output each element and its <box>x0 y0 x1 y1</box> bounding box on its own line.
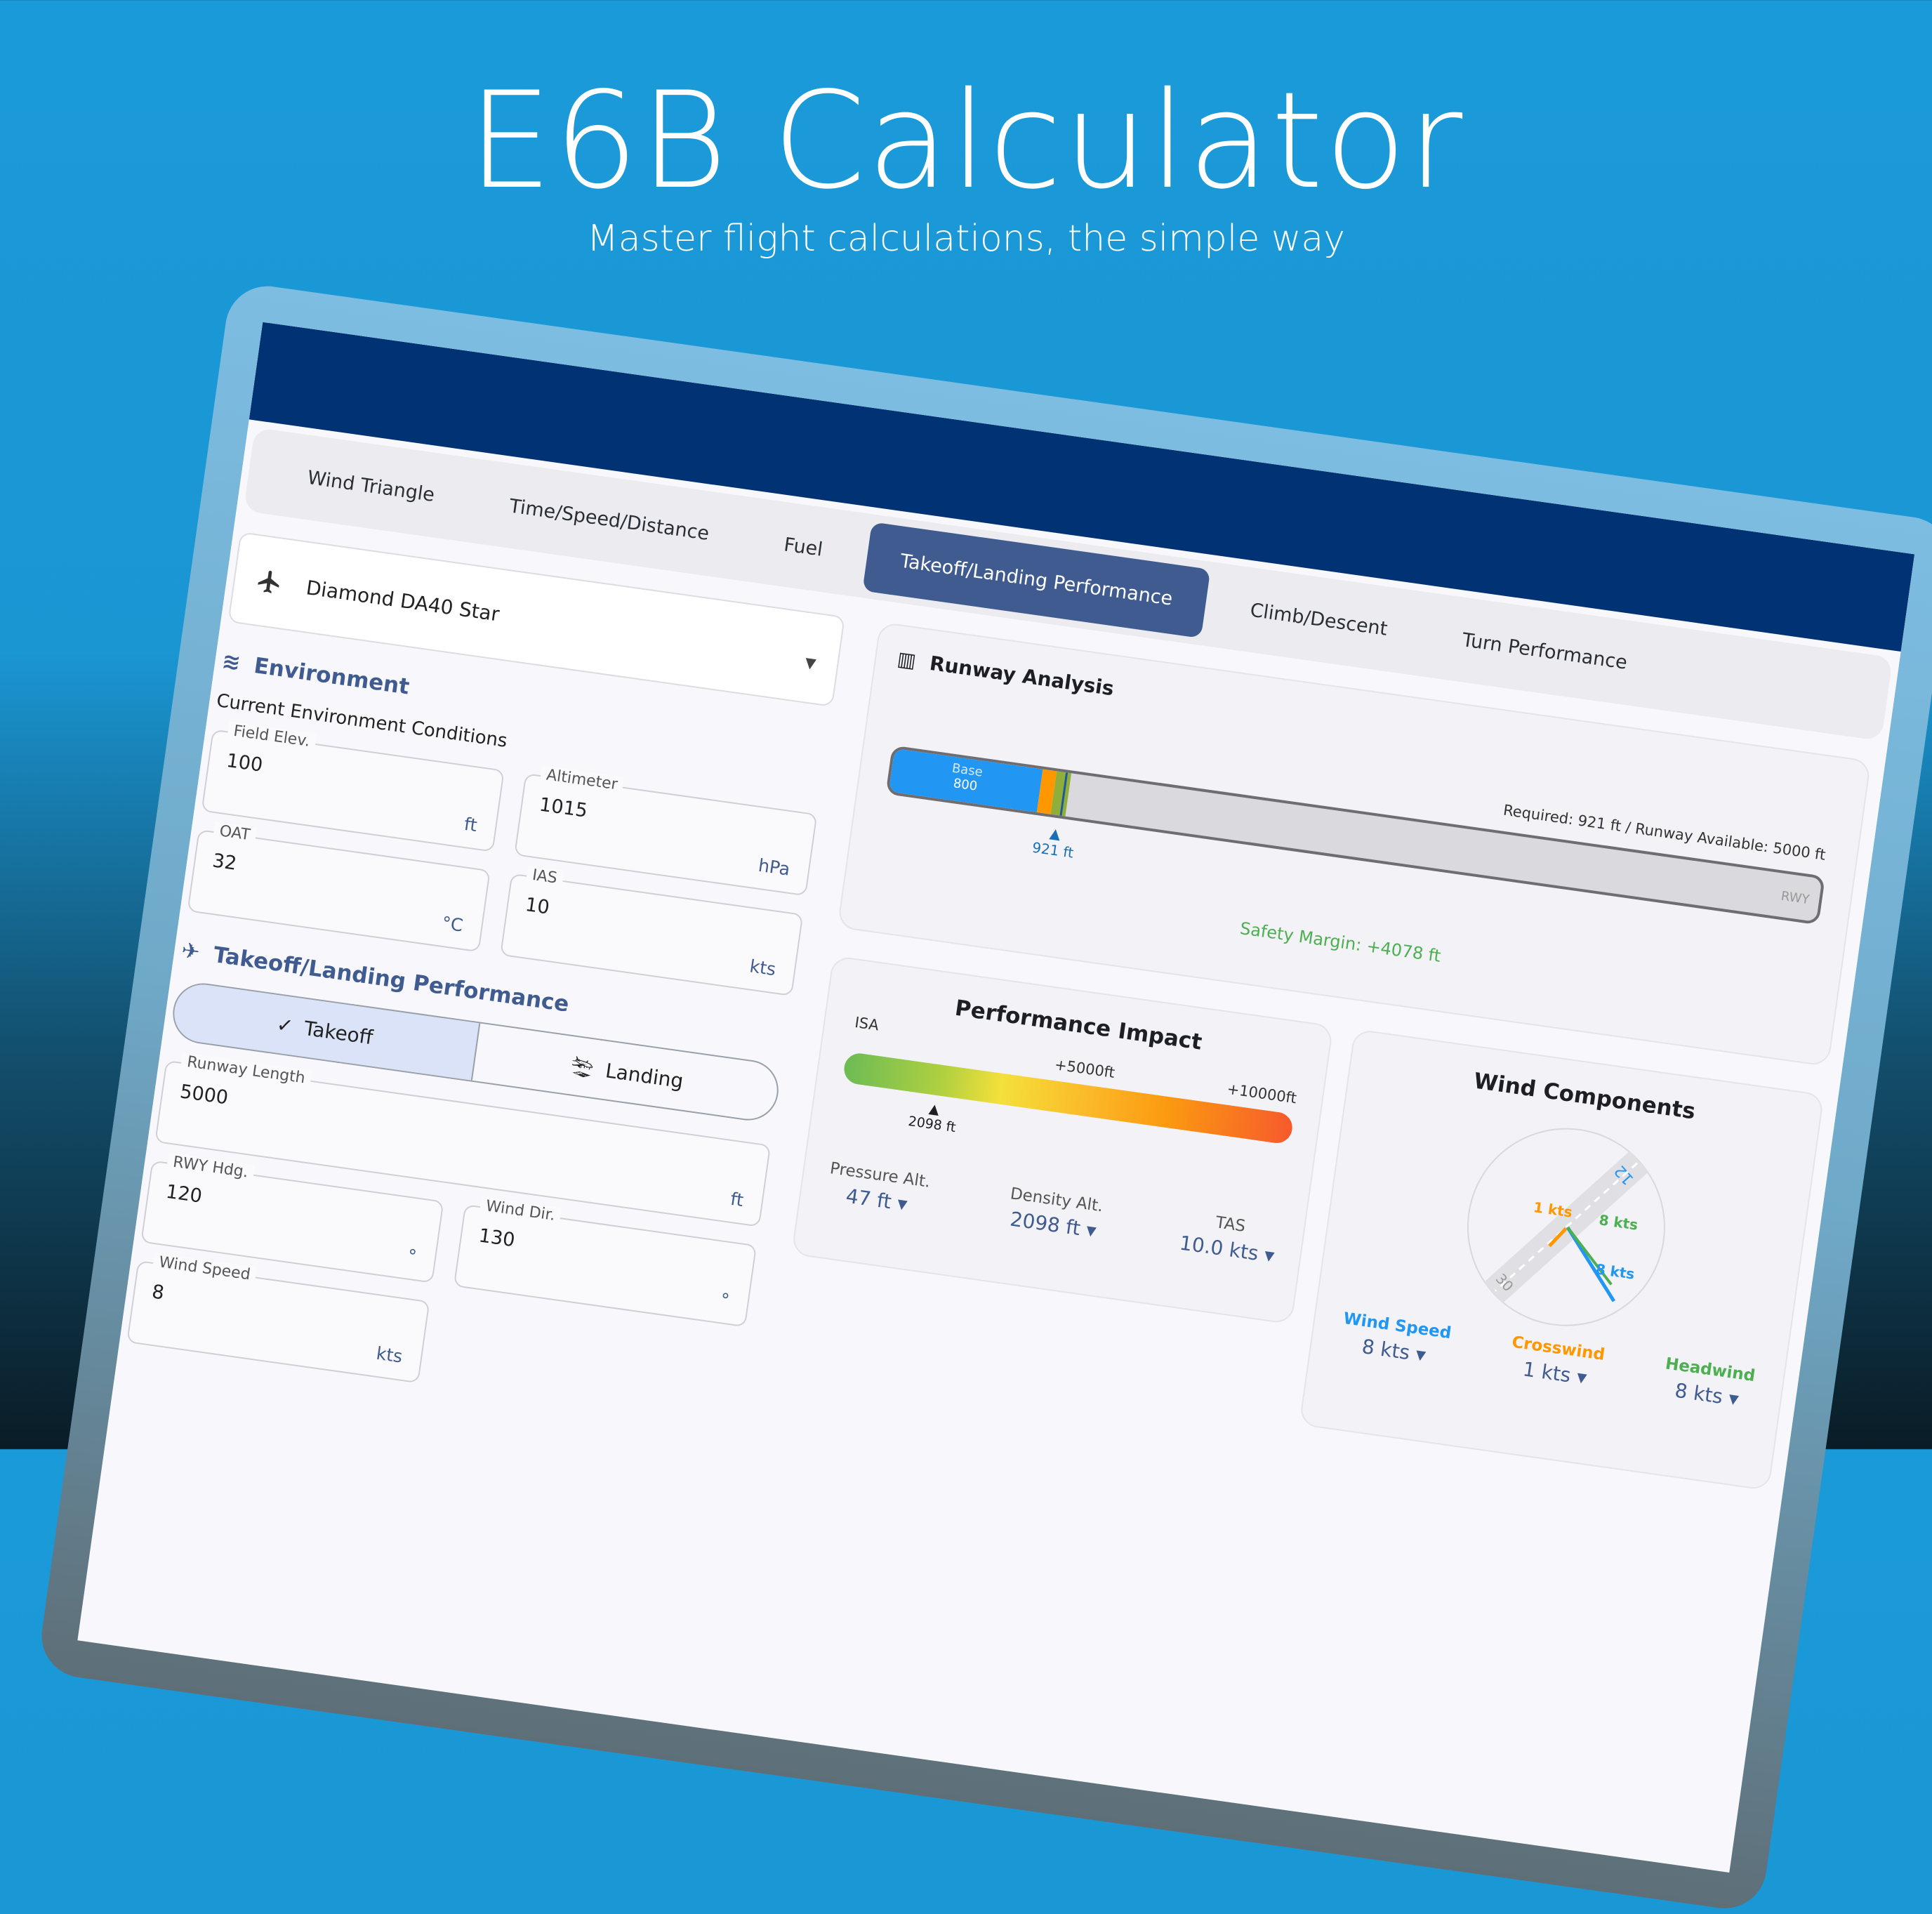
unit-label: ° <box>719 1289 731 1311</box>
tab-climb-descent[interactable]: Climb/Descent <box>1248 599 1389 640</box>
scale-isa: ISA <box>854 1013 880 1034</box>
app-screen: Wind Triangle Time/Speed/Distance Fuel T… <box>77 322 1915 1873</box>
field-value: 1015 <box>538 793 589 822</box>
environment-heading: Environment <box>252 652 411 700</box>
density-marker: ▲ 2098 ft <box>907 1098 959 1135</box>
field-label: Wind Speed <box>152 1253 258 1285</box>
ias-input[interactable]: IAS 10 kts <box>500 865 804 996</box>
field-value: 10 <box>524 894 551 919</box>
runway-centerline <box>1494 1162 1639 1292</box>
field-label: Altimeter <box>539 765 625 795</box>
waves-icon: ≋ <box>220 648 242 676</box>
performance-impact-card: Performance Impact ISA +5000ft +10000ft … <box>790 955 1334 1325</box>
input-panel: Diamond DA40 Star ▼ ≋ Environment Current… <box>126 532 845 1427</box>
check-icon: ✓ <box>275 1012 295 1038</box>
field-label: OAT <box>213 821 257 845</box>
field-value: 120 <box>164 1180 204 1208</box>
unit-label: ° <box>406 1245 418 1267</box>
crosswind-value-label: 1 kts <box>1533 1199 1573 1221</box>
field-value: 32 <box>211 850 238 875</box>
field-value: 8 <box>150 1281 166 1305</box>
landing-icon: 🛬︎ <box>568 1053 597 1081</box>
unit-select[interactable]: ft <box>463 813 479 836</box>
takeoff-icon: ✈ <box>180 937 201 965</box>
compass-circle <box>1467 1128 1665 1326</box>
field-label: RWY Hdg. <box>166 1152 256 1182</box>
scale-max: +10000ft <box>1226 1080 1298 1107</box>
tab-turn-performance[interactable]: Turn Performance <box>1460 628 1629 674</box>
stat-value: 8 kts <box>1360 1335 1412 1365</box>
wind-dir-input[interactable]: Wind Dir. 130 ° <box>453 1196 757 1328</box>
chevron-down-icon: ▼ <box>804 654 817 673</box>
scale-mid: +5000ft <box>1053 1056 1116 1081</box>
wind-speed-stat: Wind Speed 8 kts ▾ <box>1339 1309 1453 1370</box>
field-value: 100 <box>225 749 265 777</box>
hero-subtitle: Master flight calculations, the simple w… <box>586 218 1346 260</box>
tablet-device: Wind Triangle Time/Speed/Distance Fuel T… <box>36 281 1932 1914</box>
wind-diagram: 12 30 1 kts 8 kts 8 kts <box>1467 1128 1665 1326</box>
crosswind-vector <box>1548 1227 1568 1248</box>
headwind-stat: Headwind 8 kts ▾ <box>1660 1354 1756 1412</box>
oat-input[interactable]: OAT 32 °C <box>187 821 491 953</box>
pressure-alt-stat: Pressure Alt. 47 ft ▾ <box>825 1159 932 1218</box>
stat-value: 47 ft <box>844 1184 893 1214</box>
stat-value: 2098 ft <box>1008 1207 1082 1241</box>
hero-title: E6B Calculator <box>468 63 1464 218</box>
field-label: Field Elev. <box>227 721 317 751</box>
required-marker: ▲ 921 ft <box>1031 822 1077 862</box>
crosswind-stat: Crosswind 1 kts ▾ <box>1507 1333 1606 1392</box>
base-segment: Base 800 <box>888 748 1043 813</box>
field-value: 130 <box>477 1225 517 1252</box>
field-label: Wind Dir. <box>479 1196 562 1226</box>
tab-wind-triangle[interactable]: Wind Triangle <box>305 466 436 506</box>
stat-value: 8 kts <box>1673 1378 1725 1408</box>
unit-select[interactable]: °C <box>440 912 465 936</box>
wind-speed-input[interactable]: Wind Speed 8 kts <box>126 1253 430 1384</box>
results-panel: ▥ Runway Analysis Base 800 RWY ▲ 921 ft Req… <box>790 621 1872 1491</box>
chart-icon: ▥ <box>896 647 918 673</box>
headwind-value-label: 8 kts <box>1598 1211 1639 1234</box>
unit-select[interactable]: kts <box>748 956 778 980</box>
aircraft-name: Diamond DA40 Star <box>305 575 501 626</box>
landing-label: Landing <box>604 1058 685 1093</box>
stat-value: 1 kts <box>1521 1357 1573 1387</box>
rwy-label: RWY <box>1780 888 1811 908</box>
runway-analysis-title: Runway Analysis <box>928 651 1116 701</box>
field-label: IAS <box>525 865 564 888</box>
unit-select[interactable]: ft <box>729 1188 745 1211</box>
tas-stat: TAS 10.0 kts ▾ <box>1178 1209 1279 1267</box>
aircraft-select[interactable]: Diamond DA40 Star ▼ <box>227 532 845 708</box>
headwind-vector <box>1566 1226 1613 1286</box>
unit-select[interactable]: kts <box>375 1342 404 1367</box>
takeoff-label: Takeoff <box>303 1016 375 1049</box>
wind-components-card: Wind Components 12 30 1 kts 8 kts 8 kts … <box>1299 1028 1825 1491</box>
density-alt-stat: Density Alt. 2098 ft ▾ <box>1005 1184 1104 1243</box>
tab-fuel[interactable]: Fuel <box>782 533 824 561</box>
unit-select[interactable]: hPa <box>757 854 792 880</box>
airplane-icon <box>258 570 279 594</box>
tab-time-speed-distance[interactable]: Time/Speed/Distance <box>508 494 711 545</box>
